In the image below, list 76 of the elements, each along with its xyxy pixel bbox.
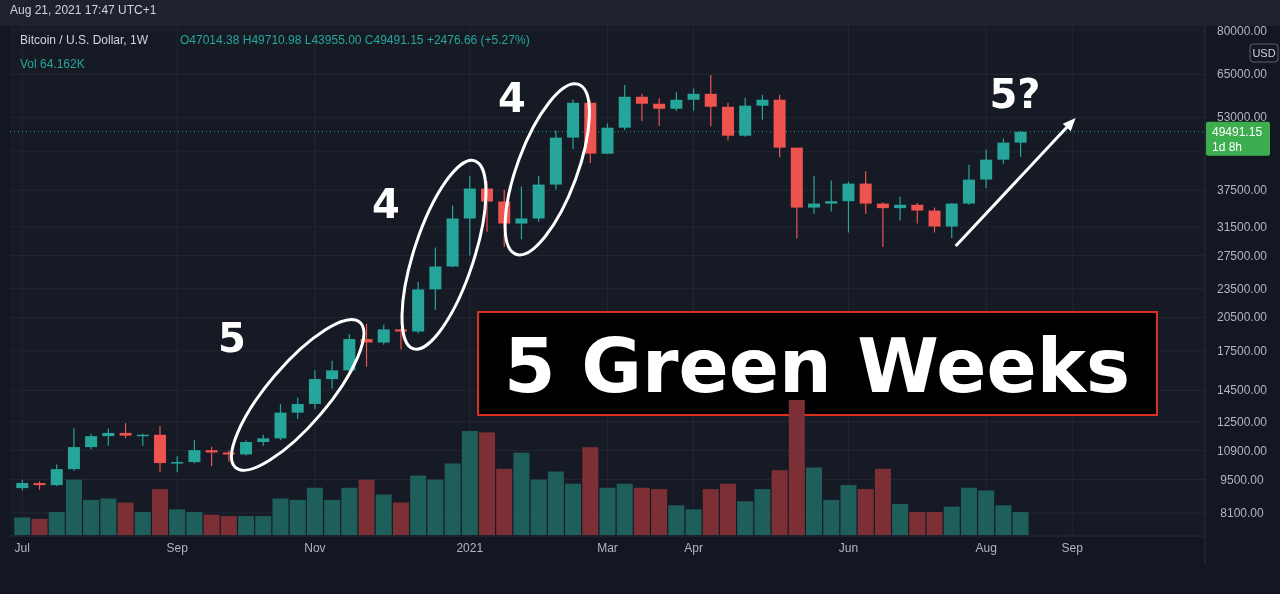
y-tick-label: 27500.00 [1216,248,1268,263]
y-tick-label: 23500.00 [1216,281,1268,296]
bar [117,502,134,535]
candlestick [429,246,442,311]
bar [31,518,48,535]
x-tick-label: Apr [684,541,703,555]
candlestick [911,202,924,225]
annotation: 5 [218,315,246,361]
y-tick-label: 10900.00 [1216,443,1268,458]
y-tick-label: 17500.00 [1216,343,1268,358]
x-tick-label: Sep [1061,541,1084,555]
y-tick-label: 37500.00 [1216,183,1268,198]
ref-line-label: 49491.15 [1212,124,1263,139]
text: 1d 8h [1212,139,1243,154]
candlestick [704,74,717,127]
candlestick [50,463,63,487]
bar [151,489,168,535]
x-tick-label: Jul [14,541,30,555]
candlestick [825,179,838,213]
bar [892,503,909,535]
annotation: 4 [498,75,526,121]
bar [134,512,151,535]
bar [375,494,392,535]
chart-title: Bitcoin / U.S. Dollar, 1W [20,33,149,47]
bar [668,505,685,535]
candlestick [894,196,907,222]
candlestick [859,170,872,215]
candlestick [188,439,201,464]
candlestick [808,175,821,215]
annotation: 5? [989,71,1041,117]
y-tick-label: 12500.00 [1216,414,1268,429]
annotation: Vol 64.162K [20,57,85,71]
candlestick [687,87,700,112]
annotation: 4 [372,181,400,227]
y-tick-label: 8100.00 [1220,506,1265,521]
candlestick [291,396,304,420]
x-tick-label: Sep [166,541,189,555]
bar [1012,512,1029,535]
bar [582,447,599,535]
y-tick-label: 80000.00 [1216,23,1268,38]
y-tick-label: 53000.00 [1216,110,1268,125]
chart-subtitle: O47014.38 H49710.98 L43955.00 C49491.15 +2476.66 (+5.27%) [180,33,530,47]
y-tick-label: 31500.00 [1216,219,1268,234]
candlestick [670,91,683,112]
y-tick-label: 20500.00 [1216,310,1268,325]
bar [909,512,926,535]
candlestick [515,185,528,240]
bar [685,509,702,535]
bar [358,479,375,535]
candlestick [635,93,648,122]
text: Aug 21, 2021 17:47 UTC+1 [10,3,157,17]
candlestick [377,324,390,346]
y-tick-label: 9500.00 [1220,472,1265,487]
y-tick-label: 14500.00 [1216,383,1268,398]
bar [926,512,943,535]
bar [14,517,31,535]
candlestick [980,149,993,189]
bar [392,502,409,535]
candlestick [653,97,666,127]
candlestick [945,202,958,239]
candlestick [756,94,769,121]
x-tick-label: Aug [975,541,997,555]
bar [513,452,530,535]
candlestick [842,181,855,234]
x-tick-label: Nov [304,541,326,555]
candlestick [326,360,339,390]
x-tick-label: Jun [838,541,859,555]
candlestick [928,206,941,234]
candlestick [962,164,975,206]
candlestick [997,137,1010,165]
candlestick [67,427,80,472]
x-tick-label: 2021 [456,541,484,555]
y-tick-label: 65000.00 [1216,67,1268,82]
annotation: 5 Green Weeks [504,323,1130,409]
x-tick-label: Mar [597,541,618,555]
text: USD [1252,47,1276,59]
